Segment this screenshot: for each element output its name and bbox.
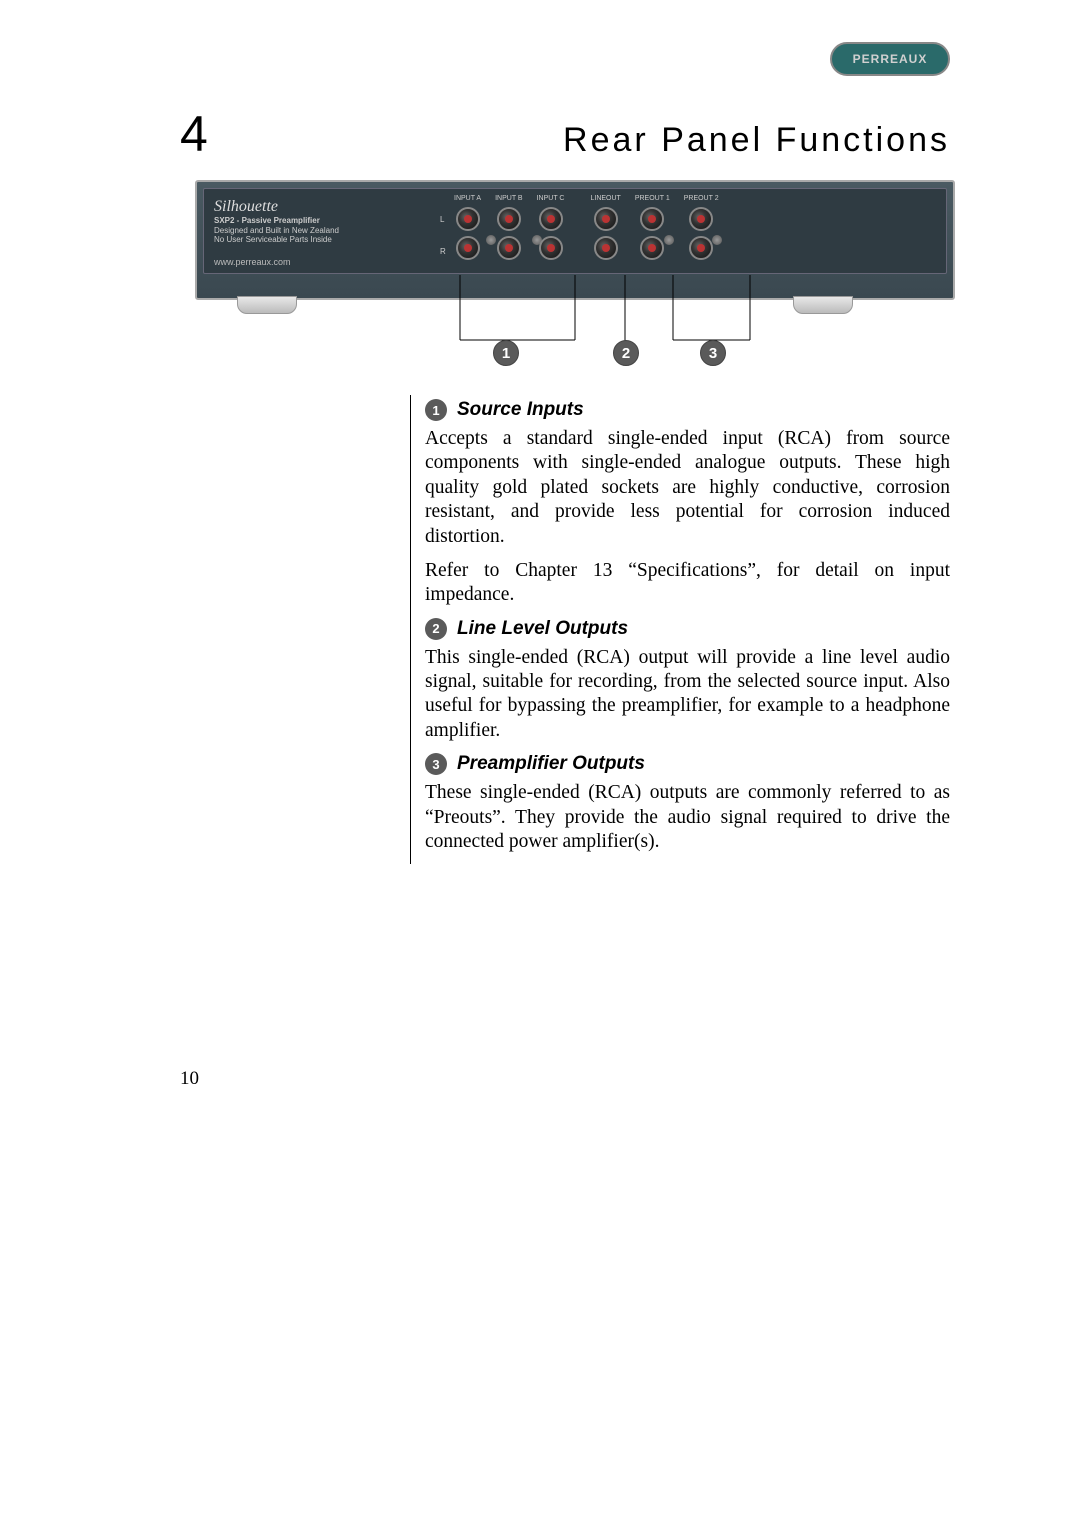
rca-jack (640, 236, 664, 260)
rca-jack (497, 236, 521, 260)
section-head-3: 3 Preamplifier Outputs (425, 753, 950, 775)
rca-jack (689, 207, 713, 231)
callout-bubble-2: 2 (613, 340, 639, 366)
jack-label: INPUT B (495, 195, 523, 202)
rca-jack (456, 207, 480, 231)
foot-icon (793, 296, 853, 314)
panel-website: www.perreaux.com (214, 257, 291, 267)
jack-col-preout1: PREOUT 1 (635, 195, 670, 267)
rca-jack (539, 236, 563, 260)
page-number: 10 (180, 1068, 199, 1090)
rca-jack (640, 207, 664, 231)
rca-jack (456, 236, 480, 260)
panel-brand-block: Silhouette SXP2 - Passive Preamplifier D… (214, 197, 339, 245)
section-title-3: Preamplifier Outputs (457, 753, 645, 775)
section-head-1: 1 Source Inputs (425, 399, 950, 421)
chapter-title: Rear Panel Functions (563, 121, 950, 160)
jack-col-inputa: INPUT A (454, 195, 481, 267)
section-1-p1: Accepts a standard single-ended input (R… (425, 427, 950, 549)
content-column: 1 Source Inputs Accepts a standard singl… (410, 395, 950, 864)
brand-logo-badge: PERREAUX (830, 42, 950, 76)
jack-label: INPUT A (454, 195, 481, 202)
brand-logo-text: PERREAUX (853, 52, 928, 66)
section-title-2: Line Level Outputs (457, 618, 628, 640)
section-num-3: 3 (425, 753, 447, 775)
jack-area: INPUT A INPUT B INPUT C (454, 195, 856, 267)
jack-col-inputb: INPUT B (495, 195, 523, 267)
jack-col-lineout: LINEOUT (590, 195, 620, 267)
panel-brand: Silhouette (214, 197, 339, 216)
rear-panel-figure: Silhouette SXP2 - Passive Preamplifier D… (195, 180, 955, 365)
jack-col-preout2: PREOUT 2 (684, 195, 719, 267)
rca-jack (594, 207, 618, 231)
jack-label: PREOUT 1 (635, 195, 670, 202)
jack-label: PREOUT 2 (684, 195, 719, 202)
callout-bubble-1: 1 (493, 340, 519, 366)
panel-model-line3: No User Serviceable Parts Inside (214, 235, 339, 245)
panel-model-line2: Designed and Built in New Zealand (214, 226, 339, 236)
callout-bubble-3: 3 (700, 340, 726, 366)
section-num-2: 2 (425, 618, 447, 640)
section-num-1: 1 (425, 399, 447, 421)
rca-jack (594, 236, 618, 260)
panel-r-label: R (440, 247, 446, 256)
section-head-2: 2 Line Level Outputs (425, 618, 950, 640)
chapter-header: 4 Rear Panel Functions (180, 105, 950, 163)
feet-row (197, 296, 953, 316)
panel-chassis: Silhouette SXP2 - Passive Preamplifier D… (195, 180, 955, 300)
rca-jack (539, 207, 563, 231)
rca-jack (497, 207, 521, 231)
section-1-p2: Refer to Chapter 13 “Specifications”, fo… (425, 559, 950, 608)
panel-model-line1: SXP2 - Passive Preamplifier (214, 216, 339, 226)
jack-label: INPUT C (537, 195, 565, 202)
rca-jack (689, 236, 713, 260)
panel-inner: Silhouette SXP2 - Passive Preamplifier D… (203, 188, 947, 274)
panel-l-label: L (440, 215, 444, 224)
jack-col-inputc: INPUT C (537, 195, 565, 267)
section-title-1: Source Inputs (457, 399, 584, 421)
section-3-p1: These single-ended (RCA) outputs are com… (425, 781, 950, 854)
chapter-number: 4 (180, 105, 209, 163)
jack-label: LINEOUT (590, 195, 620, 202)
section-2-p1: This single-ended (RCA) output will prov… (425, 646, 950, 744)
foot-icon (237, 296, 297, 314)
